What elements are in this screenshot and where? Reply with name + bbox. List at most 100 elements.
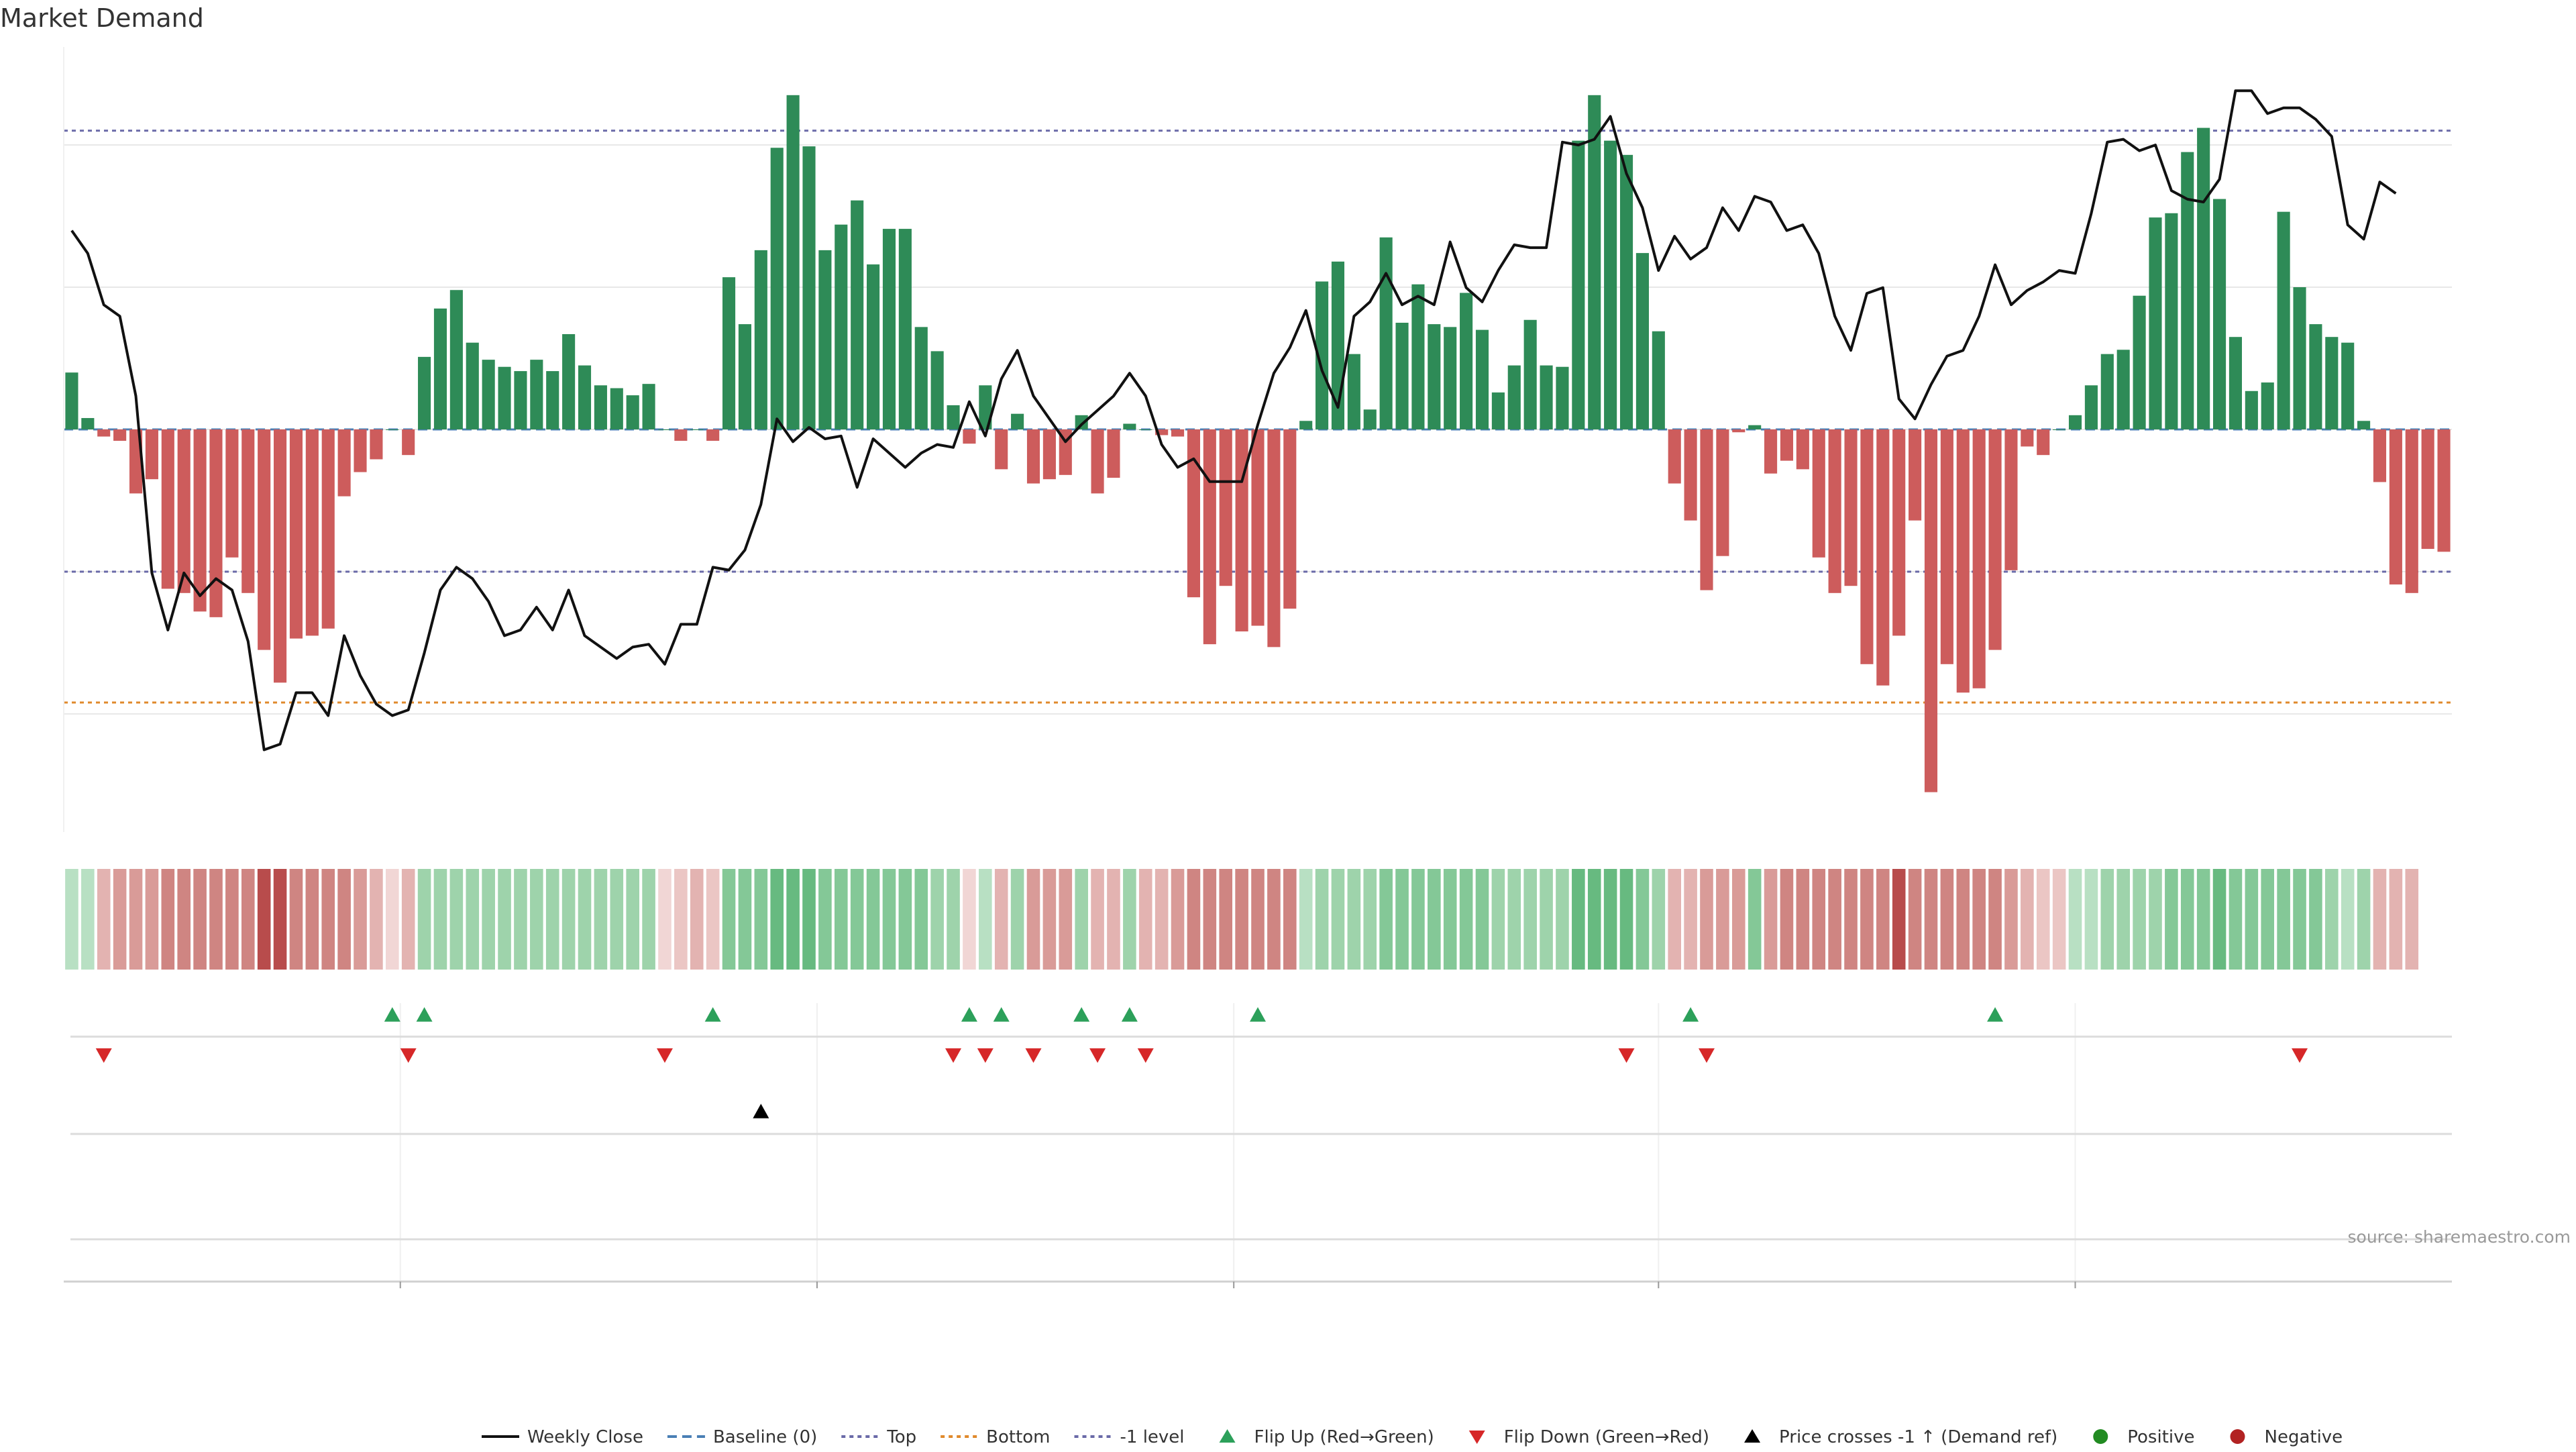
- demand-bar: [2245, 391, 2258, 429]
- strength-cell: [866, 869, 880, 970]
- demand-bar: [1395, 323, 1409, 429]
- strength-cell: [898, 869, 912, 970]
- demand-bar: [818, 250, 832, 429]
- demand-bar: [1123, 423, 1136, 429]
- strength-cell: [802, 869, 816, 970]
- strength-cell: [1700, 869, 1713, 970]
- demand-bar: [642, 384, 655, 429]
- strength-cell: [930, 869, 944, 970]
- flip-down-marker: [977, 1048, 994, 1063]
- legend-item: Bottom: [941, 1427, 1051, 1447]
- strength-cell: [241, 869, 255, 970]
- chart-title: Market Demand: [0, 3, 204, 33]
- legend-dot-icon: [2230, 1429, 2245, 1444]
- demand-bar: [690, 429, 704, 430]
- demand-bar: [2357, 421, 2371, 429]
- strength-cell: [1587, 869, 1601, 970]
- demand-bar: [1828, 429, 1841, 593]
- strength-cell: [2405, 869, 2419, 970]
- demand-bar: [754, 250, 767, 429]
- demand-bar: [1619, 154, 1633, 429]
- demand-bar: [1507, 365, 1521, 429]
- demand-bar: [2229, 337, 2243, 429]
- demand-bar: [1844, 429, 1858, 586]
- demand-bar: [2405, 429, 2418, 593]
- strength-cell: [2052, 869, 2066, 970]
- legend-label: Price crosses -1 ↑ (Demand ref): [1779, 1427, 2057, 1447]
- demand-bar: [1428, 324, 1441, 429]
- demand-bar: [2437, 429, 2451, 552]
- strength-cell: [963, 869, 976, 970]
- strength-cell: [2212, 869, 2226, 970]
- strength-cell: [1828, 869, 1841, 970]
- demand-bar: [370, 429, 383, 460]
- demand-bar: [1139, 429, 1152, 430]
- strength-cell: [1780, 869, 1794, 970]
- legend-item: Weekly Close: [482, 1427, 643, 1447]
- strength-cell: [449, 869, 464, 970]
- demand-bar: [1972, 429, 1986, 688]
- strength-cell: [1411, 869, 1425, 970]
- demand-bar: [610, 388, 623, 429]
- flip-up-marker: [1682, 1007, 1699, 1022]
- demand-bar: [1091, 429, 1104, 494]
- flip-up-marker: [704, 1007, 721, 1022]
- strength-cell: [386, 869, 399, 970]
- strength-cell: [2100, 869, 2114, 970]
- strength-cell: [2341, 869, 2355, 970]
- demand-bar: [1251, 429, 1265, 626]
- flip-up-marker: [993, 1007, 1010, 1022]
- legend-item: -1 level: [1074, 1427, 1185, 1447]
- demand-bar: [81, 418, 95, 429]
- legend-label: Positive: [2127, 1427, 2194, 1447]
- demand-bar: [209, 429, 223, 617]
- strength-cell: [994, 869, 1008, 970]
- demand-bar: [722, 277, 736, 429]
- demand-bar: [1171, 429, 1185, 437]
- strength-cell: [1748, 869, 1762, 970]
- demand-bar: [1187, 429, 1200, 598]
- strength-cell: [1219, 869, 1233, 970]
- legend-item: Positive: [2093, 1427, 2195, 1447]
- demand-bar: [802, 146, 816, 429]
- strength-cell: [1956, 869, 1970, 970]
- legend-item: Negative: [2230, 1427, 2343, 1447]
- source-credit: source: sharemaestro.com: [2348, 1227, 2571, 1247]
- strength-cell: [1988, 869, 2002, 970]
- strength-cell: [2149, 869, 2162, 970]
- strength-cell: [674, 869, 688, 970]
- demand-bar: [2213, 199, 2226, 429]
- strength-cell: [1251, 869, 1265, 970]
- strength-cell: [1347, 869, 1361, 970]
- strength-cell: [1668, 869, 1682, 970]
- strength-cell: [417, 869, 431, 970]
- strength-cell: [1155, 869, 1169, 970]
- strength-cell: [1107, 869, 1120, 970]
- demand-bar: [1379, 237, 1393, 429]
- demand-bar: [770, 148, 784, 430]
- strength-cell: [1299, 869, 1313, 970]
- demand-strength-strip: [65, 869, 2419, 970]
- strength-cell: [947, 869, 960, 970]
- demand-bar: [1235, 429, 1248, 632]
- flip-down-marker: [945, 1048, 962, 1063]
- demand-bar: [97, 429, 111, 437]
- demand-bar: [113, 429, 127, 441]
- flip-down-marker: [1089, 1048, 1106, 1063]
- strength-cell: [2309, 869, 2322, 970]
- strength-cell: [2004, 869, 2018, 970]
- weekly-close-line: [70, 89, 2397, 751]
- demand-bar: [514, 371, 527, 429]
- legend-item: Baseline (0): [667, 1427, 817, 1447]
- strength-cell: [113, 869, 127, 970]
- strength-cell: [209, 869, 223, 970]
- strength-cell: [321, 869, 335, 970]
- demand-bar: [867, 264, 880, 429]
- demand-bar: [2133, 295, 2146, 429]
- demand-bar: [546, 371, 559, 429]
- demand-bar: [947, 405, 960, 429]
- demand-bar: [305, 429, 319, 636]
- demand-bar: [2053, 429, 2066, 430]
